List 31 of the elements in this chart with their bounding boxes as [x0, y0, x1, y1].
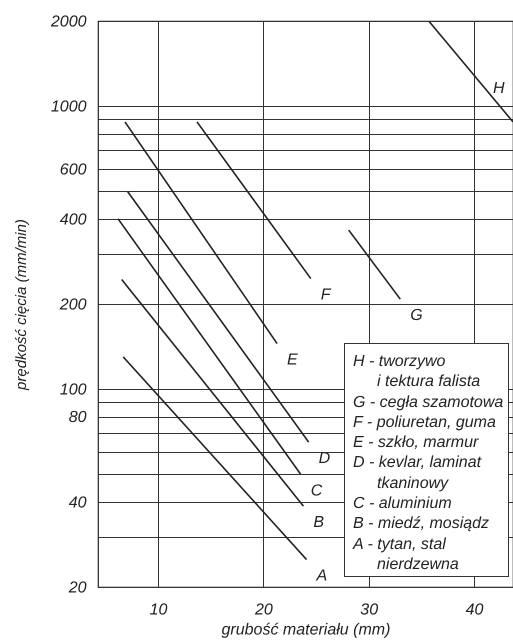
y-tick-label: 2000	[50, 14, 87, 30]
annotation: D - kevlar, laminat tkaninowy	[353, 453, 483, 494]
x-axis-title: grubość materiału (mm)	[222, 622, 390, 638]
series-label: C	[310, 482, 323, 500]
annotation: C - aluminium	[353, 494, 453, 514]
x-tick-label: 10	[150, 602, 168, 618]
annotation: H - tworzywo i tektura falista	[353, 352, 482, 392]
x-tick-label: 20	[254, 602, 273, 618]
y-tick-label: 200	[58, 296, 87, 314]
y-axis-title: prędkość cięcia (mm/min)	[12, 219, 30, 391]
x-tick-label: 30	[360, 602, 378, 618]
series-label: F	[320, 286, 332, 304]
series-label: B	[313, 514, 324, 532]
x-tick-label: 40	[466, 602, 484, 618]
annotation: B - miedź, mosiądz	[353, 514, 490, 534]
series-label: G	[410, 307, 423, 324]
y-tick-label: 600	[60, 161, 87, 178]
series-label: E	[287, 352, 298, 369]
y-tick-label: 20	[68, 580, 87, 596]
y-tick-label: 40	[68, 494, 87, 512]
y-tick-label: 100	[60, 382, 87, 399]
annotation: A - tytan, stal nierdzewna	[353, 534, 460, 575]
annotation: F - poliuretan, guma	[353, 412, 497, 433]
series-label: D	[318, 450, 331, 468]
y-tick-label: 400	[60, 211, 87, 228]
series-label: H	[493, 80, 505, 97]
y-tick-label: 80	[68, 409, 87, 426]
y-tick-label: 1000	[50, 98, 87, 116]
annotation: G - cegła szamotowa	[353, 392, 504, 413]
annotation: E - szkło, marmur	[353, 433, 480, 454]
series-label: A	[316, 568, 328, 585]
